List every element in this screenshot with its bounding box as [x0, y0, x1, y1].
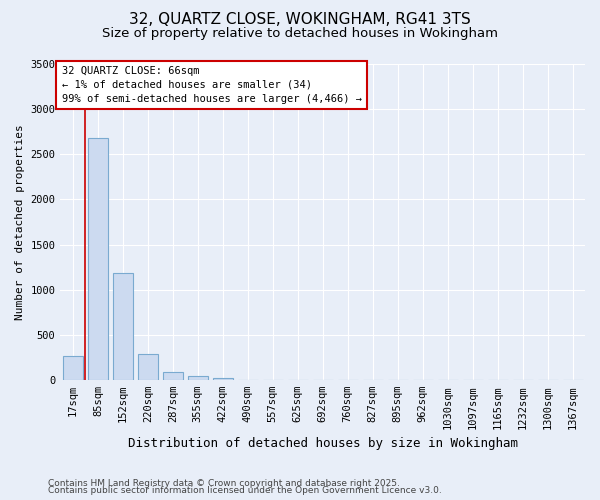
Bar	[63, 356, 83, 380]
Bar	[213, 378, 233, 380]
Bar	[88, 138, 108, 380]
Bar	[113, 274, 133, 380]
Text: 32, QUARTZ CLOSE, WOKINGHAM, RG41 3TS: 32, QUARTZ CLOSE, WOKINGHAM, RG41 3TS	[129, 12, 471, 28]
Bar	[188, 376, 208, 380]
Bar	[163, 372, 183, 380]
Text: Contains public sector information licensed under the Open Government Licence v3: Contains public sector information licen…	[48, 486, 442, 495]
Bar	[138, 354, 158, 380]
Y-axis label: Number of detached properties: Number of detached properties	[15, 124, 25, 320]
Text: Size of property relative to detached houses in Wokingham: Size of property relative to detached ho…	[102, 28, 498, 40]
Text: 32 QUARTZ CLOSE: 66sqm
← 1% of detached houses are smaller (34)
99% of semi-deta: 32 QUARTZ CLOSE: 66sqm ← 1% of detached …	[62, 66, 362, 104]
X-axis label: Distribution of detached houses by size in Wokingham: Distribution of detached houses by size …	[128, 437, 518, 450]
Text: Contains HM Land Registry data © Crown copyright and database right 2025.: Contains HM Land Registry data © Crown c…	[48, 478, 400, 488]
